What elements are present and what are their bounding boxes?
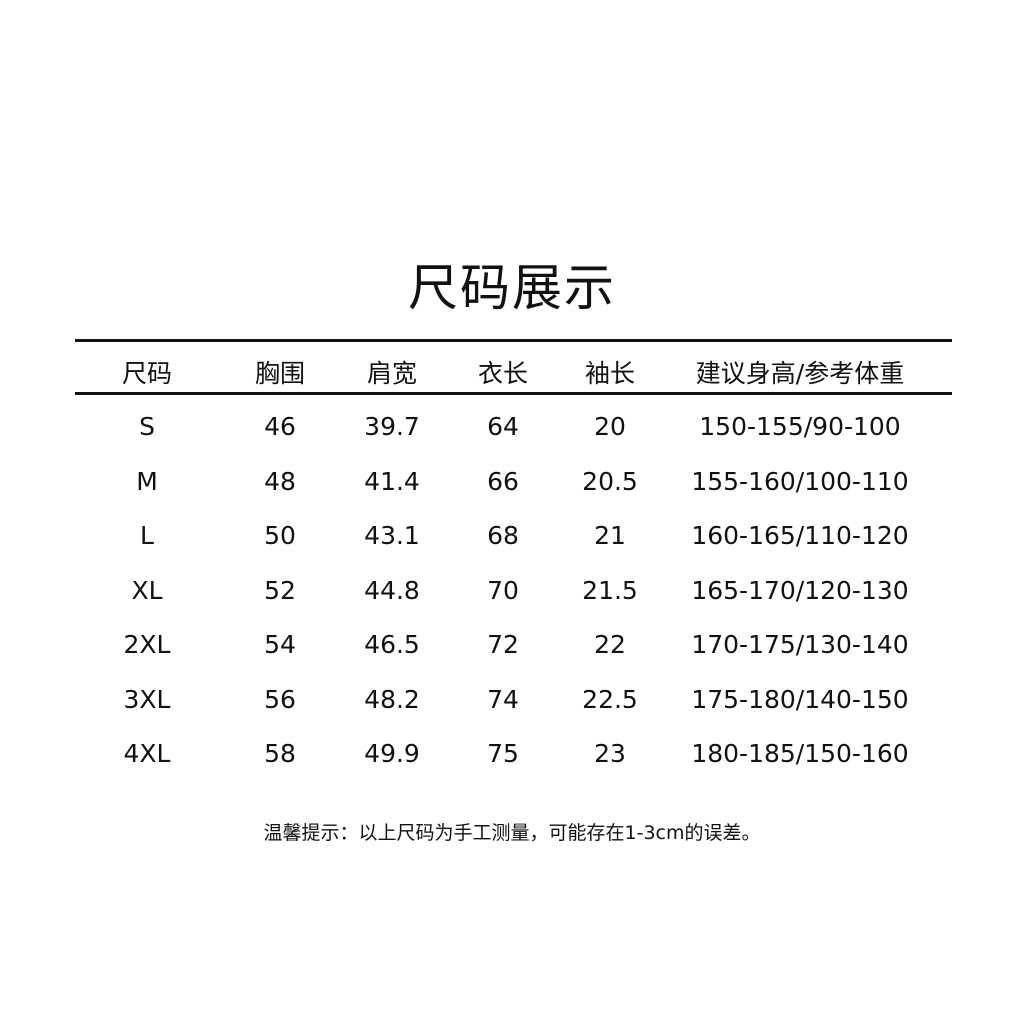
- table-cell: 2XL: [123, 630, 171, 659]
- column-header: 胸围: [254, 359, 306, 388]
- column-header: 肩宽: [366, 359, 418, 388]
- table-top-rule: [75, 339, 952, 342]
- page-title: 尺码展示: [408, 259, 616, 317]
- table-cell: 155-160/100-110: [691, 466, 909, 496]
- column-header: 袖长: [584, 359, 636, 388]
- table-cell: M: [136, 466, 158, 496]
- column-header: 建议身高/参考体重: [695, 359, 905, 388]
- table-cell: 68: [487, 521, 519, 550]
- table-cell: 44.8: [364, 575, 420, 605]
- table-cell: S: [139, 412, 155, 441]
- table-cell: 54: [264, 630, 296, 659]
- table-cell: 180-185/150-160: [691, 739, 909, 768]
- table-cell: 52: [264, 575, 296, 605]
- table-cell: 22.5: [582, 684, 638, 714]
- table-cell: 48: [264, 466, 296, 496]
- table-cell: 3XL: [123, 684, 171, 714]
- table-cell: 20.5: [582, 466, 638, 496]
- table-cell: 66: [487, 466, 519, 496]
- table-cell: 39.7: [364, 412, 420, 441]
- table-cell: 175-180/140-150: [691, 684, 909, 714]
- measurement-note: 温馨提示：以上尺码为手工测量，可能存在1-3cm的误差。: [263, 822, 761, 844]
- header-bottom-rule: [75, 392, 952, 395]
- table-cell: 74: [487, 684, 519, 714]
- table-cell: 64: [487, 412, 519, 441]
- table-cell: L: [140, 521, 154, 550]
- table-cell: 72: [487, 630, 519, 659]
- table-cell: 46.5: [364, 630, 420, 659]
- table-cell: 20: [594, 412, 626, 441]
- table-cell: 46: [264, 412, 296, 441]
- table-cell: 48.2: [364, 684, 420, 714]
- table-cell: 75: [487, 739, 519, 768]
- table-cell: XL: [131, 575, 163, 605]
- table-cell: 21: [594, 521, 626, 550]
- column-header: 尺码: [121, 359, 173, 388]
- table-cell: 41.4: [364, 466, 420, 496]
- column-header: 衣长: [477, 359, 529, 388]
- table-cell: 160-165/110-120: [691, 521, 909, 550]
- table-cell: 23: [594, 739, 626, 768]
- table-cell: 43.1: [364, 521, 420, 550]
- table-cell: 21.5: [582, 575, 638, 605]
- table-cell: 56: [264, 684, 296, 714]
- table-cell: 4XL: [123, 739, 171, 768]
- table-cell: 50: [264, 521, 296, 550]
- table-cell: 170-175/130-140: [691, 630, 909, 659]
- table-cell: 49.9: [364, 739, 420, 768]
- table-cell: 58: [264, 739, 296, 768]
- table-cell: 165-170/120-130: [691, 575, 909, 605]
- table-cell: 70: [487, 575, 519, 605]
- table-cell: 22: [594, 630, 626, 659]
- table-cell: 150-155/90-100: [699, 412, 901, 441]
